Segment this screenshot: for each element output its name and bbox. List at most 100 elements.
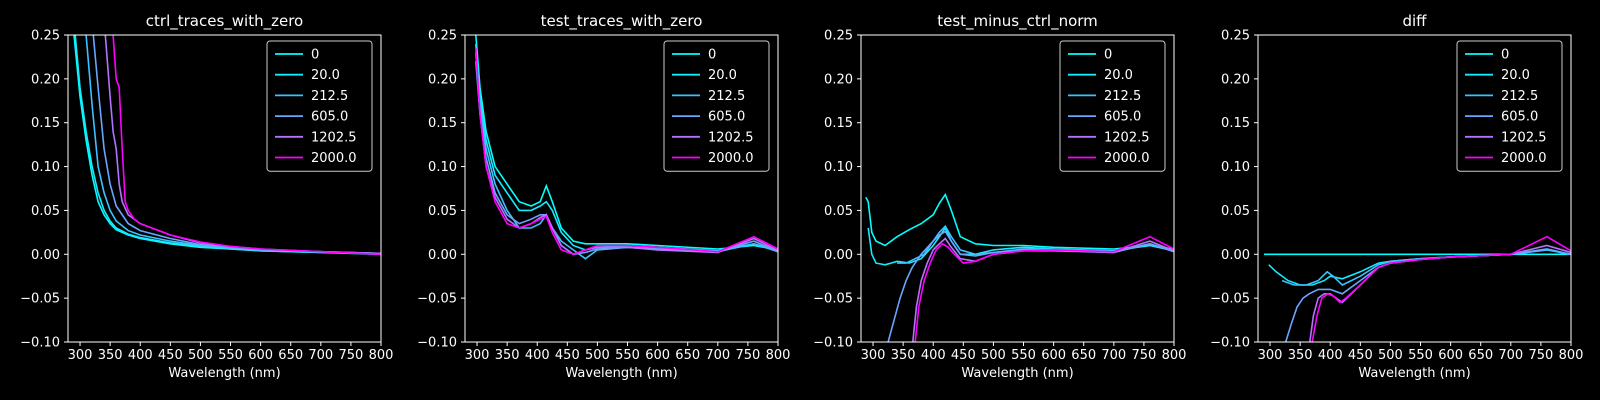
y-tick-label: −0.05 bbox=[20, 292, 60, 307]
series-line-0 bbox=[865, 192, 1174, 250]
legend-label: 1202.5 bbox=[1501, 130, 1547, 145]
x-tick-label: 800 bbox=[1559, 348, 1584, 363]
series-line-2000.0 bbox=[1311, 235, 1571, 342]
x-tick-label: 500 bbox=[1378, 348, 1403, 363]
y-tick-label: −0.10 bbox=[20, 336, 60, 351]
legend-box bbox=[1456, 40, 1563, 172]
legend-label: 1202.5 bbox=[1104, 130, 1150, 145]
legend-label: 212.5 bbox=[1104, 89, 1141, 104]
x-tick-label: 800 bbox=[766, 348, 791, 363]
chart-panel-2: −0.10 −0.05 0.00 0.05 0.10 0.15 0.20 0.25 300 350… bbox=[417, 12, 790, 381]
x-tick-label: 550 bbox=[1011, 348, 1036, 363]
y-tick-label: 0.15 bbox=[824, 116, 853, 131]
legend-label: 20.0 bbox=[708, 68, 737, 83]
x-tick-label: 600 bbox=[248, 348, 273, 363]
series-line-2000.0 bbox=[112, 35, 381, 256]
axes-frame bbox=[1257, 34, 1572, 343]
y-tick-label: −0.05 bbox=[417, 292, 457, 307]
series-line-1202.5 bbox=[475, 52, 778, 256]
chart-title: ctrl_traces_with_zero bbox=[146, 12, 303, 31]
y-tick-label: −0.10 bbox=[813, 336, 853, 351]
series-line-2000.0 bbox=[475, 48, 778, 256]
x-tick-label: 800 bbox=[1162, 348, 1187, 363]
x-tick-label: 550 bbox=[1408, 348, 1433, 363]
legend: 0 20.0 212.5 605.0 1202.5 2000.0 bbox=[663, 40, 770, 172]
y-tick-label: 0.00 bbox=[824, 248, 853, 263]
legend-label: 2000.0 bbox=[708, 151, 754, 166]
legend: 0 20.0 212.5 605.0 1202.5 2000.0 bbox=[1456, 40, 1563, 172]
legend-label: 0 bbox=[311, 48, 319, 63]
x-axis-label: Wavelength (nm) bbox=[1358, 366, 1470, 381]
x-tick-label: 350 bbox=[98, 348, 123, 363]
y-tick-label: 0.00 bbox=[428, 248, 457, 263]
legend-label: 212.5 bbox=[1501, 89, 1538, 104]
y-tick-label: 0.10 bbox=[824, 160, 853, 175]
x-tick-label: 500 bbox=[585, 348, 610, 363]
x-tick-label: 500 bbox=[188, 348, 213, 363]
y-tick-label: −0.05 bbox=[1210, 292, 1250, 307]
y-tick-label: 0.00 bbox=[31, 248, 60, 263]
series-line-0 bbox=[475, 35, 778, 251]
y-tick-label: 0.20 bbox=[31, 72, 60, 87]
y-tick-label: −0.10 bbox=[417, 336, 457, 351]
x-tick-label: 650 bbox=[675, 348, 700, 363]
legend-label: 605.0 bbox=[708, 110, 745, 125]
x-tick-label: 450 bbox=[951, 348, 976, 363]
x-axis-label: Wavelength (nm) bbox=[961, 366, 1073, 381]
legend-label: 2000.0 bbox=[1104, 151, 1150, 166]
legend-box bbox=[1059, 40, 1166, 172]
series-line-1202.5 bbox=[912, 237, 1174, 342]
x-tick-label: 550 bbox=[615, 348, 640, 363]
y-tick-label: −0.10 bbox=[1210, 336, 1250, 351]
legend: 0 20.0 212.5 605.0 1202.5 2000.0 bbox=[266, 40, 373, 172]
x-tick-label: 450 bbox=[158, 348, 183, 363]
legend-label: 20.0 bbox=[311, 68, 340, 83]
x-tick-label: 400 bbox=[921, 348, 946, 363]
legend-box bbox=[266, 40, 373, 172]
legend-label: 212.5 bbox=[708, 89, 745, 104]
x-tick-label: 600 bbox=[1041, 348, 1066, 363]
chart-panel-1: −0.10 −0.05 0.00 0.05 0.10 0.15 0.20 0.25 300 350… bbox=[20, 12, 393, 381]
chart-title: test_minus_ctrl_norm bbox=[937, 12, 1098, 31]
series-line-2000.0 bbox=[914, 235, 1174, 342]
x-tick-label: 450 bbox=[1348, 348, 1373, 363]
x-tick-label: 700 bbox=[308, 348, 333, 363]
y-tick-label: 0.05 bbox=[428, 204, 457, 219]
y-tick-label: 0.00 bbox=[1221, 248, 1250, 263]
x-tick-label: 650 bbox=[1468, 348, 1493, 363]
y-tick-label: −0.05 bbox=[813, 292, 853, 307]
y-tick-label: 0.25 bbox=[31, 29, 60, 44]
x-tick-label: 450 bbox=[555, 348, 580, 363]
y-tick-label: 0.10 bbox=[31, 160, 60, 175]
x-tick-label: 500 bbox=[981, 348, 1006, 363]
y-tick-label: 0.05 bbox=[31, 204, 60, 219]
axes-frame bbox=[67, 34, 382, 343]
x-tick-label: 400 bbox=[1318, 348, 1343, 363]
x-tick-label: 700 bbox=[1101, 348, 1126, 363]
x-tick-label: 300 bbox=[861, 348, 886, 363]
x-tick-label: 300 bbox=[1258, 348, 1283, 363]
x-tick-label: 550 bbox=[218, 348, 243, 363]
series-line-605.0 bbox=[1284, 248, 1571, 342]
legend-label: 1202.5 bbox=[708, 130, 754, 145]
y-tick-label: 0.15 bbox=[31, 116, 60, 131]
y-tick-label: 0.15 bbox=[1221, 116, 1250, 131]
legend-label: 20.0 bbox=[1104, 68, 1133, 83]
y-tick-label: 0.10 bbox=[428, 160, 457, 175]
legend-label: 0 bbox=[1501, 48, 1509, 63]
series-line-20.0 bbox=[1268, 249, 1571, 286]
legend-label: 2000.0 bbox=[1501, 151, 1547, 166]
x-tick-label: 350 bbox=[495, 348, 520, 363]
x-tick-label: 400 bbox=[128, 348, 153, 363]
x-tick-label: 350 bbox=[891, 348, 916, 363]
y-tick-label: 0.20 bbox=[1221, 72, 1250, 87]
chart-title: test_traces_with_zero bbox=[541, 12, 703, 31]
y-tick-label: 0.10 bbox=[1221, 160, 1250, 175]
legend-label: 1202.5 bbox=[311, 130, 357, 145]
series-line-20.0 bbox=[74, 35, 381, 255]
axes-frame bbox=[464, 34, 779, 343]
axes-frame bbox=[860, 34, 1175, 343]
chart-panel-4: −0.10 −0.05 0.00 0.05 0.10 0.15 0.20 0.25 300 350… bbox=[1210, 12, 1583, 381]
x-tick-label: 700 bbox=[705, 348, 730, 363]
